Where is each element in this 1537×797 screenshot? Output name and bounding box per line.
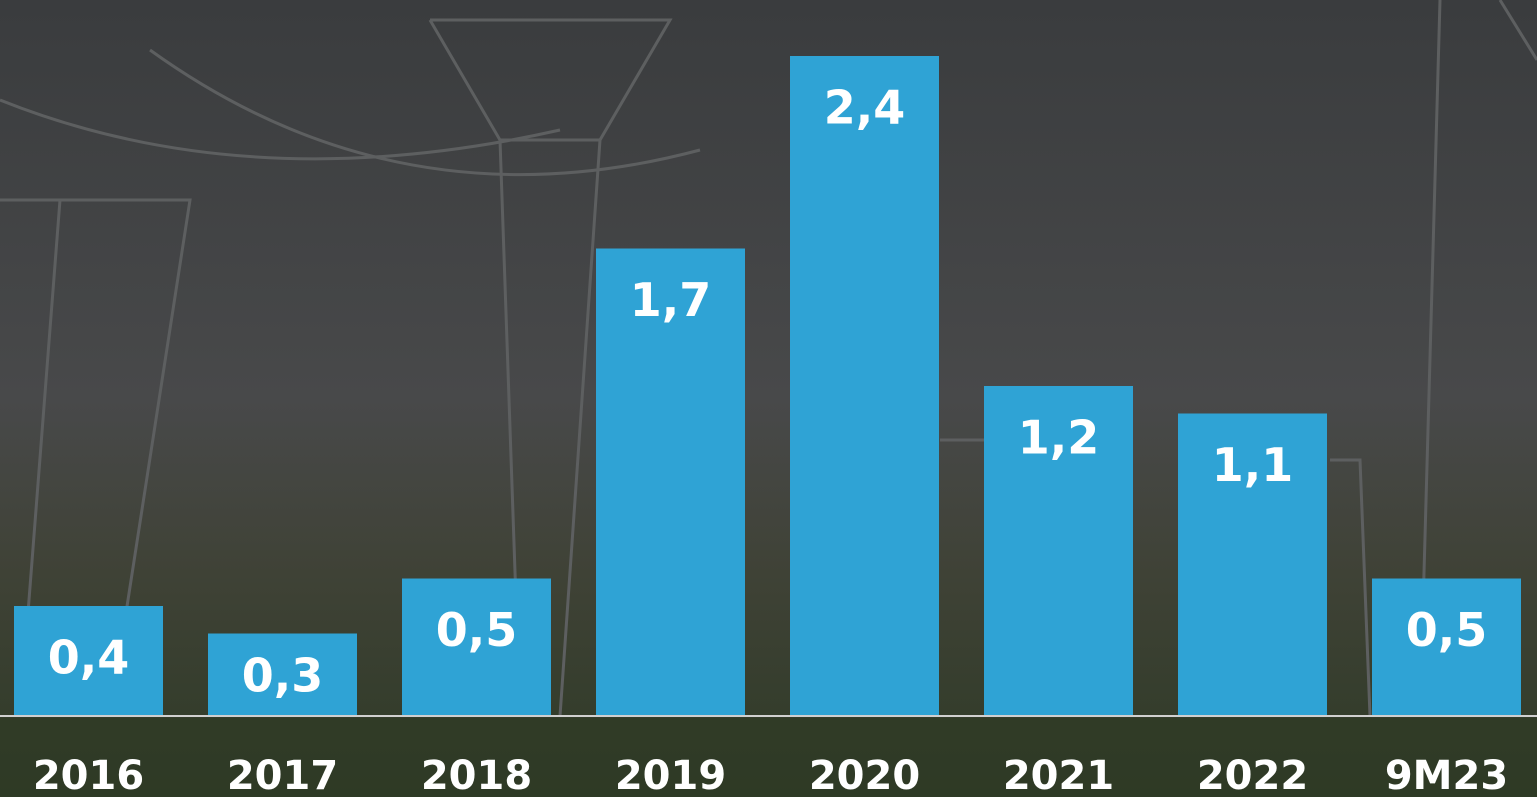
bar [1372, 578, 1521, 716]
x-tick-label: 2016 [33, 753, 144, 797]
value-label: 1,1 [1212, 438, 1294, 492]
value-label: 0,3 [242, 648, 324, 702]
value-label: 1,7 [630, 273, 712, 327]
bar [402, 578, 551, 716]
bar [984, 386, 1133, 716]
x-tick-label: 2018 [421, 753, 532, 797]
value-label: 2,4 [824, 81, 906, 135]
x-tick-label: 2017 [227, 753, 338, 797]
value-label: 0,5 [1406, 603, 1488, 657]
plot-area: 0,4 2016 0,3 2017 0,5 2018 1,7 2019 2,4 2020 1,2 20… [14, 56, 1521, 797]
x-tick-label: 9M23 [1385, 753, 1508, 797]
ground [0, 718, 1537, 797]
bar [790, 56, 939, 716]
x-tick-label: 2022 [1197, 753, 1308, 797]
bar [1178, 413, 1327, 716]
x-tick-label: 2019 [615, 753, 726, 797]
value-label: 0,5 [436, 603, 518, 657]
bar [14, 606, 163, 716]
bar [596, 248, 745, 716]
value-label: 1,2 [1018, 411, 1100, 465]
x-tick-label: 2021 [1003, 753, 1114, 797]
background-towers [0, 0, 1537, 717]
value-label: 0,4 [48, 631, 130, 685]
bar [208, 633, 357, 716]
x-tick-label: 2020 [809, 753, 920, 797]
